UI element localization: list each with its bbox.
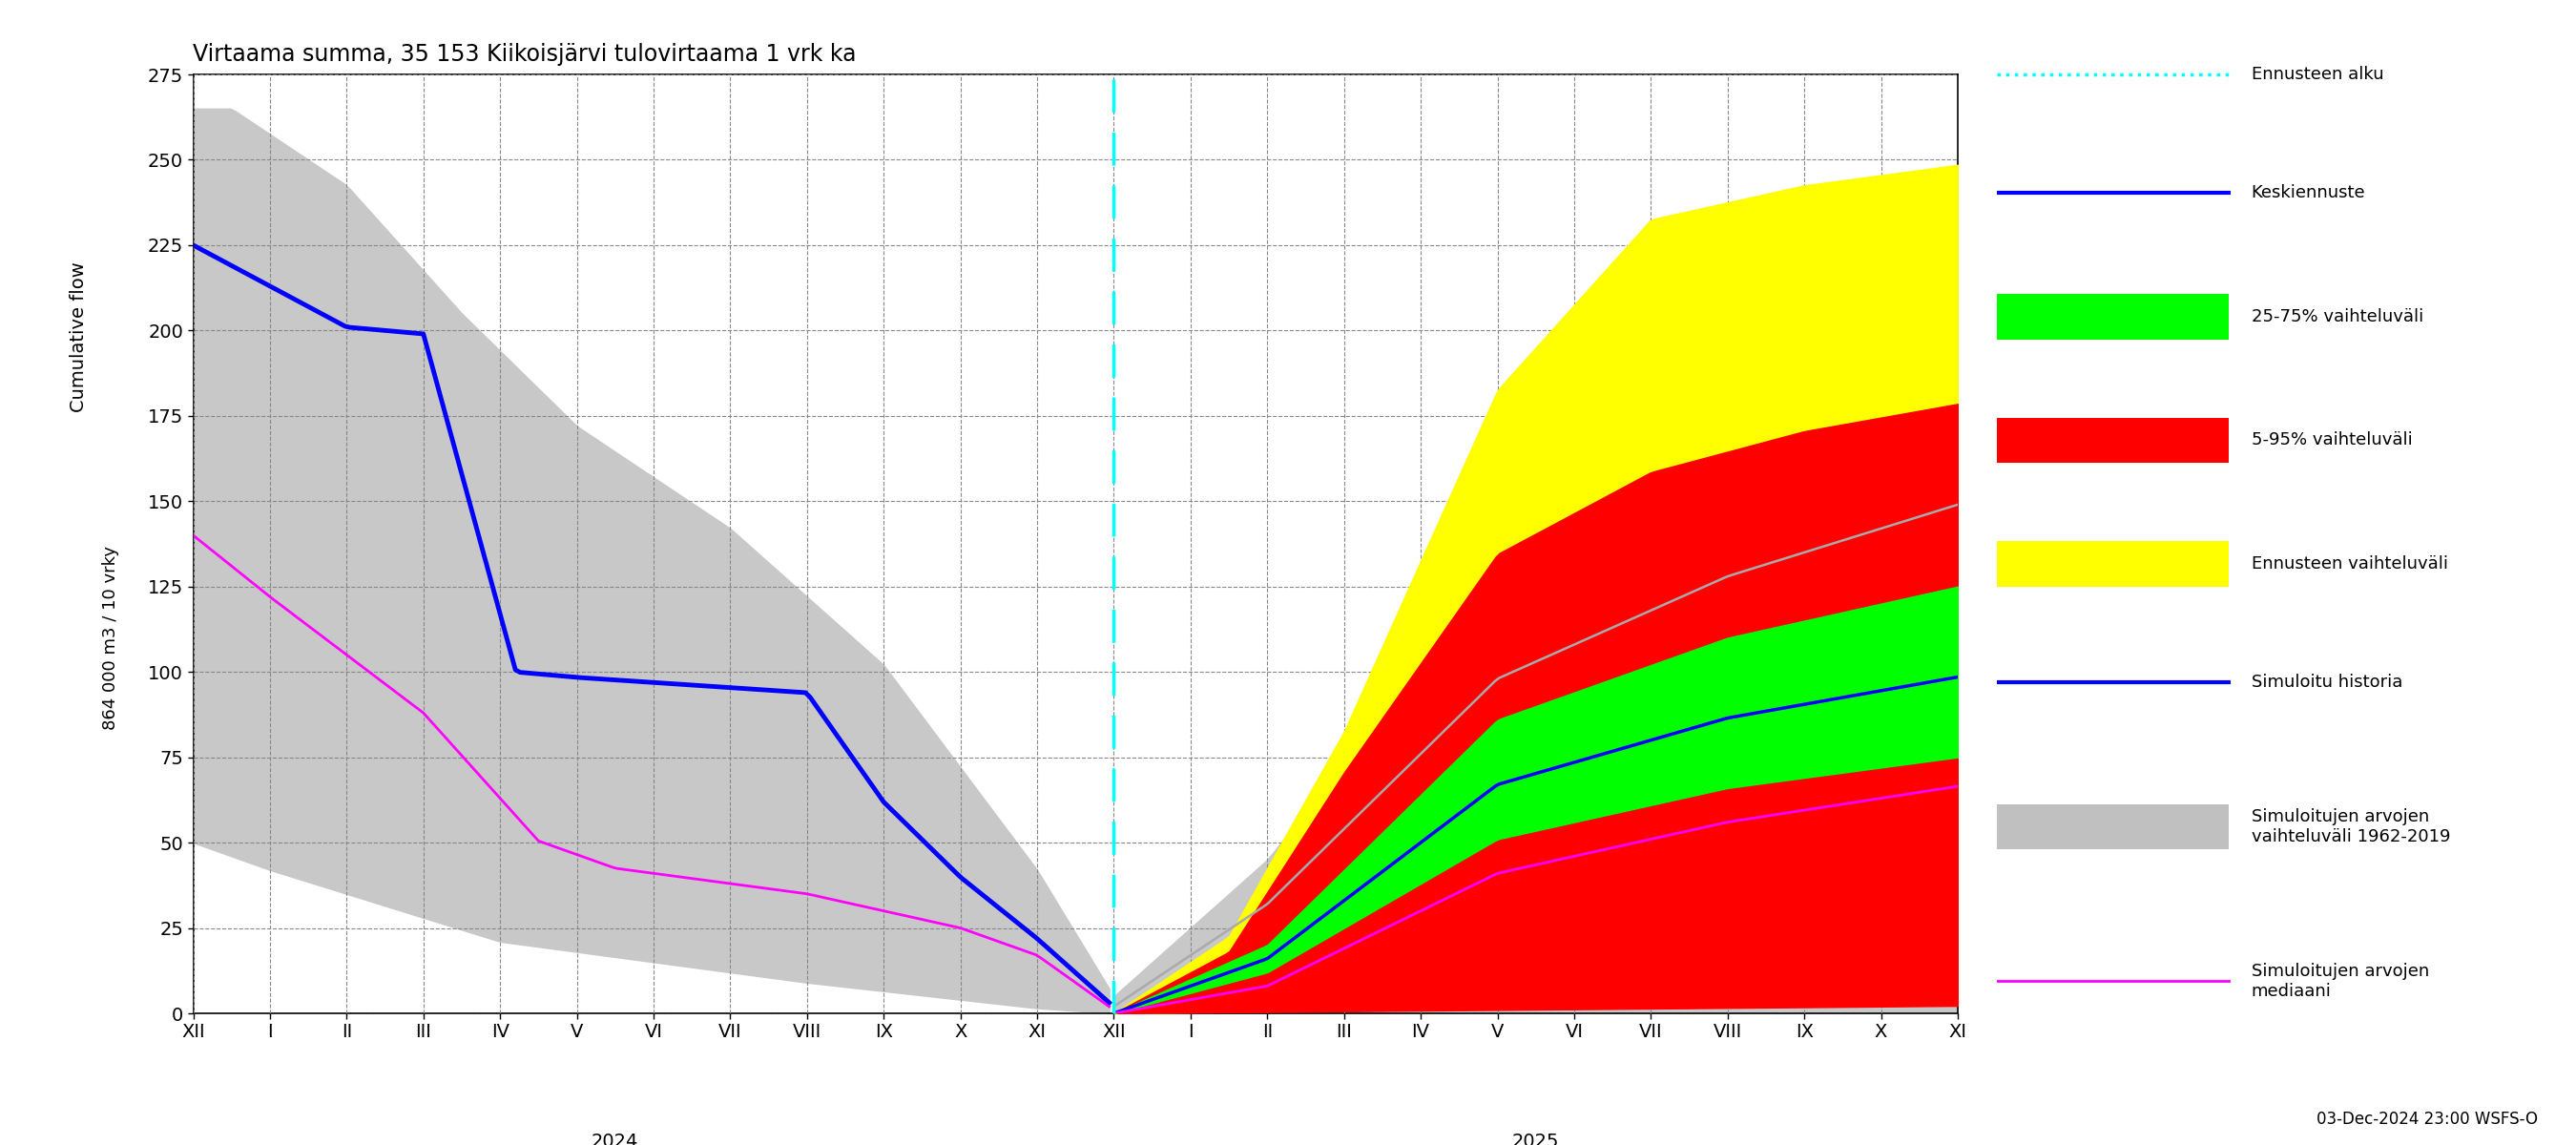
Text: 2024: 2024 bbox=[592, 1132, 639, 1145]
Text: Virtaama summa, 35 153 Kiikoisjärvi tulovirtaama 1 vrk ka: Virtaama summa, 35 153 Kiikoisjärvi tulo… bbox=[193, 44, 858, 66]
Text: Cumulative flow: Cumulative flow bbox=[70, 262, 88, 412]
Text: 5-95% vaihteluväli: 5-95% vaihteluväli bbox=[2251, 432, 2411, 449]
Bar bbox=[1996, 804, 2228, 850]
Text: 25-75% vaihteluväli: 25-75% vaihteluväli bbox=[2251, 308, 2424, 325]
Text: Keskiennuste: Keskiennuste bbox=[2251, 184, 2365, 202]
Text: Ennusteen vaihteluväli: Ennusteen vaihteluväli bbox=[2251, 555, 2447, 572]
Bar bbox=[1996, 294, 2228, 339]
Text: Simuloitujen arvojen
mediaani: Simuloitujen arvojen mediaani bbox=[2251, 963, 2429, 1000]
Text: 864 000 m3 / 10 vrky: 864 000 m3 / 10 vrky bbox=[100, 546, 118, 729]
Text: Ennusteen alku: Ennusteen alku bbox=[2251, 65, 2383, 82]
Bar bbox=[1996, 542, 2228, 586]
Text: Simuloitujen arvojen
vaihteluväli 1962-2019: Simuloitujen arvojen vaihteluväli 1962-2… bbox=[2251, 808, 2450, 845]
Text: 2025: 2025 bbox=[1512, 1132, 1558, 1145]
Text: 03-Dec-2024 23:00 WSFS-O: 03-Dec-2024 23:00 WSFS-O bbox=[2316, 1111, 2537, 1128]
Bar bbox=[1996, 418, 2228, 463]
Text: Simuloitu historia: Simuloitu historia bbox=[2251, 673, 2403, 690]
